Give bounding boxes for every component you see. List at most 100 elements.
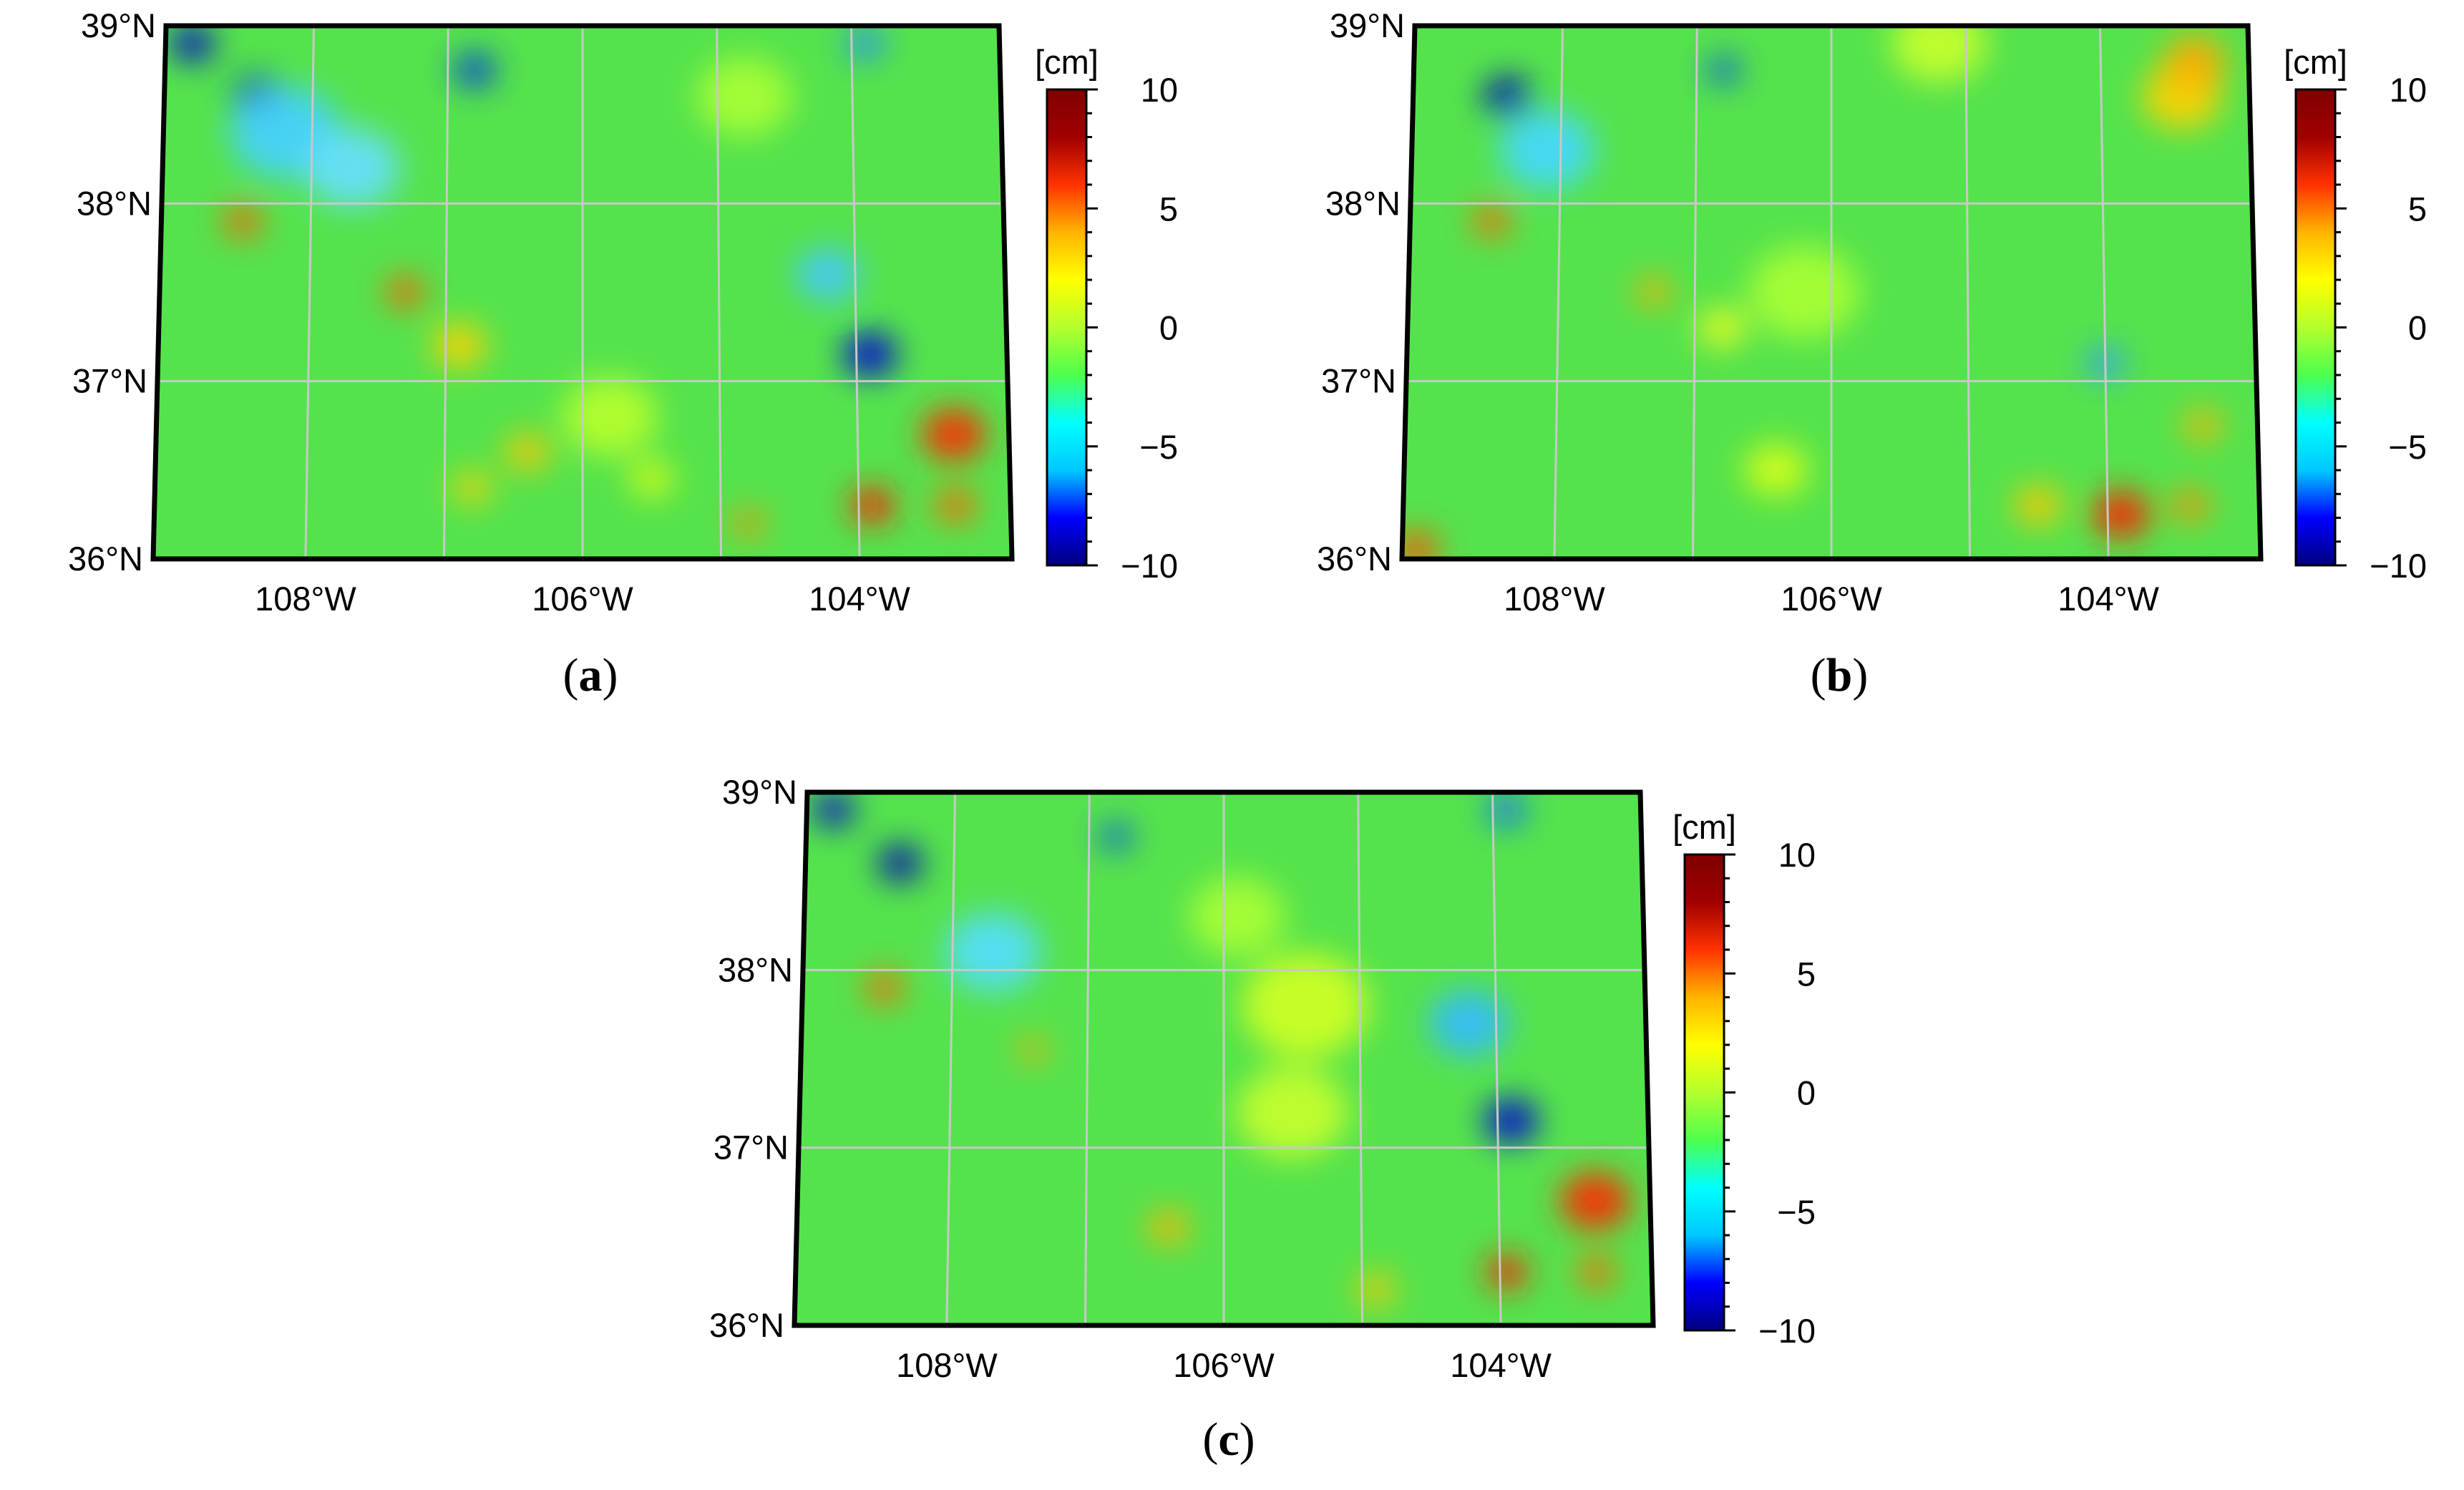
meridian-line [1691, 25, 1698, 560]
colorbar-ramp [1046, 88, 1088, 567]
anomaly-blob [1559, 1172, 1630, 1230]
graticule-a [157, 25, 1008, 560]
anomaly-blob [1148, 1210, 1189, 1245]
anomaly-blob [505, 434, 550, 471]
colorbar-tick-label: 5 [1159, 190, 1178, 228]
lon-label: 108°W [1504, 580, 1605, 618]
colorbar-tick-label: 0 [1797, 1074, 1816, 1112]
panel-caption-b: (b) [1811, 649, 1869, 701]
graticule-b [1406, 25, 2256, 560]
meridian-line [1964, 25, 1972, 560]
anomaly-blob [1100, 823, 1132, 850]
anomaly-blob [1499, 110, 1595, 190]
anomaly-blob [1189, 877, 1285, 956]
colorbar-ramp [2294, 88, 2337, 567]
anomaly-blob [796, 248, 860, 301]
map-panel-a: 39°N 38°N 37°N 36°N 108°W 106°W 104°W [68, 6, 1015, 618]
lon-label: 104°W [2058, 580, 2159, 618]
anomaly-blob [1486, 794, 1526, 826]
colorbar-tick-label: 10 [1778, 836, 1816, 874]
map-frame-a [150, 23, 1015, 562]
anomaly-blob [2171, 490, 2210, 522]
anomaly-blob [1356, 1274, 1396, 1306]
anomaly-blob [1708, 57, 1740, 84]
anomaly-blob [1242, 953, 1370, 1058]
anomaly-blob [223, 205, 263, 238]
colorbar-tick-label: −10 [1758, 1312, 1816, 1350]
meridian-line [1491, 792, 1502, 1326]
anomaly-blob [1744, 444, 1808, 497]
anomaly-blob [877, 844, 922, 882]
meridian-line [1084, 792, 1091, 1326]
anomaly-blob [453, 472, 492, 504]
lon-label: 106°W [1173, 1346, 1275, 1384]
meridian-line [2098, 25, 2110, 560]
lon-label: 104°W [1450, 1346, 1552, 1384]
anomaly-blob [732, 510, 765, 537]
anomaly-layer-a [170, 26, 986, 537]
colorbar-b: [cm] 10 5 0 −5 −10 [2284, 43, 2427, 585]
lat-label: 38°N [718, 950, 793, 988]
lat-label: 38°N [1325, 184, 1401, 222]
colorbar-tick-label: 5 [1797, 955, 1816, 993]
lat-label: 37°N [714, 1129, 789, 1167]
colorbar-tick-label: −5 [1777, 1193, 1816, 1231]
colorbar-tick-label: 0 [2408, 309, 2427, 347]
anomaly-blob [813, 792, 854, 827]
lon-label: 104°W [809, 580, 910, 618]
map-panel-c: 39°N 38°N 37°N 36°N 108°W 106°W 104°W [709, 773, 1656, 1384]
anomaly-blob [2183, 409, 2222, 442]
meridian-line [716, 25, 723, 560]
graticule-c [799, 792, 1649, 1326]
colorbar-tick-label: −5 [1139, 428, 1178, 466]
lat-label: 36°N [68, 540, 143, 578]
colorbar-unit: [cm] [1035, 43, 1099, 81]
colorbar-ramp [1683, 853, 1725, 1332]
colorbar-tick-label: −5 [2388, 428, 2427, 466]
lat-label: 39°N [81, 6, 156, 44]
anomaly-blob [1472, 205, 1511, 238]
colorbar-a: [cm] 10 5 0 −5 −10 [1035, 43, 1178, 585]
anomaly-blob [850, 487, 895, 525]
meridian-line [1357, 792, 1364, 1326]
anomaly-blob [865, 972, 904, 1004]
anomaly-blob [1486, 1255, 1528, 1290]
map-frame-b [1399, 23, 2264, 562]
anomaly-layer-c [813, 792, 1630, 1306]
anomaly-blob [432, 323, 487, 369]
anomaly-blob [1698, 308, 1746, 348]
anomaly-blob [304, 128, 400, 208]
meridian-line [442, 25, 449, 560]
anomaly-blob [1018, 1038, 1048, 1062]
lat-label: 36°N [1317, 540, 1392, 578]
anomaly-blob [696, 57, 792, 137]
colorbar-tick-label: 10 [1141, 71, 1178, 109]
colorbar-unit: [cm] [2284, 43, 2347, 81]
anomaly-blob [945, 912, 1041, 992]
anomaly-blob [1484, 77, 1532, 117]
map-panel-b: 39°N 38°N 37°N 36°N 108°W 106°W 104°W [1317, 6, 2264, 618]
lat-label: 37°N [1321, 362, 1396, 400]
meridian-line [1553, 25, 1564, 560]
meridian-line [304, 25, 316, 560]
anomaly-blob [845, 27, 885, 59]
anomaly-blob [562, 377, 658, 457]
lat-label: 36°N [709, 1306, 784, 1344]
lon-label: 106°W [532, 580, 633, 618]
anomaly-blob [1636, 278, 1672, 307]
anomaly-blob [842, 332, 897, 377]
anomaly-blob [1428, 990, 1509, 1056]
panel-caption-c: (c) [1202, 1413, 1255, 1466]
anomaly-blob [386, 276, 424, 308]
lon-label: 108°W [896, 1346, 998, 1384]
anomaly-blob [1577, 1256, 1616, 1288]
anomaly-layer-b [1402, 26, 2227, 559]
lat-label: 38°N [77, 184, 152, 222]
anomaly-blob [629, 460, 674, 497]
anomaly-blob [2015, 485, 2063, 526]
anomaly-blob [935, 488, 976, 523]
anomaly-blob [1236, 1066, 1348, 1159]
colorbar-tick-label: 10 [2390, 71, 2427, 109]
colorbar-c: [cm] 10 5 0 −5 −10 [1672, 808, 1816, 1350]
